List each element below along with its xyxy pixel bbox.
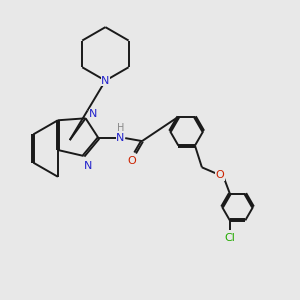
- Text: N: N: [89, 109, 98, 119]
- Text: N: N: [116, 133, 124, 143]
- Text: O: O: [215, 170, 224, 180]
- Text: Cl: Cl: [224, 233, 235, 243]
- Text: N: N: [83, 161, 92, 171]
- Text: N: N: [101, 76, 110, 85]
- Text: H: H: [117, 123, 124, 133]
- Text: O: O: [128, 156, 136, 166]
